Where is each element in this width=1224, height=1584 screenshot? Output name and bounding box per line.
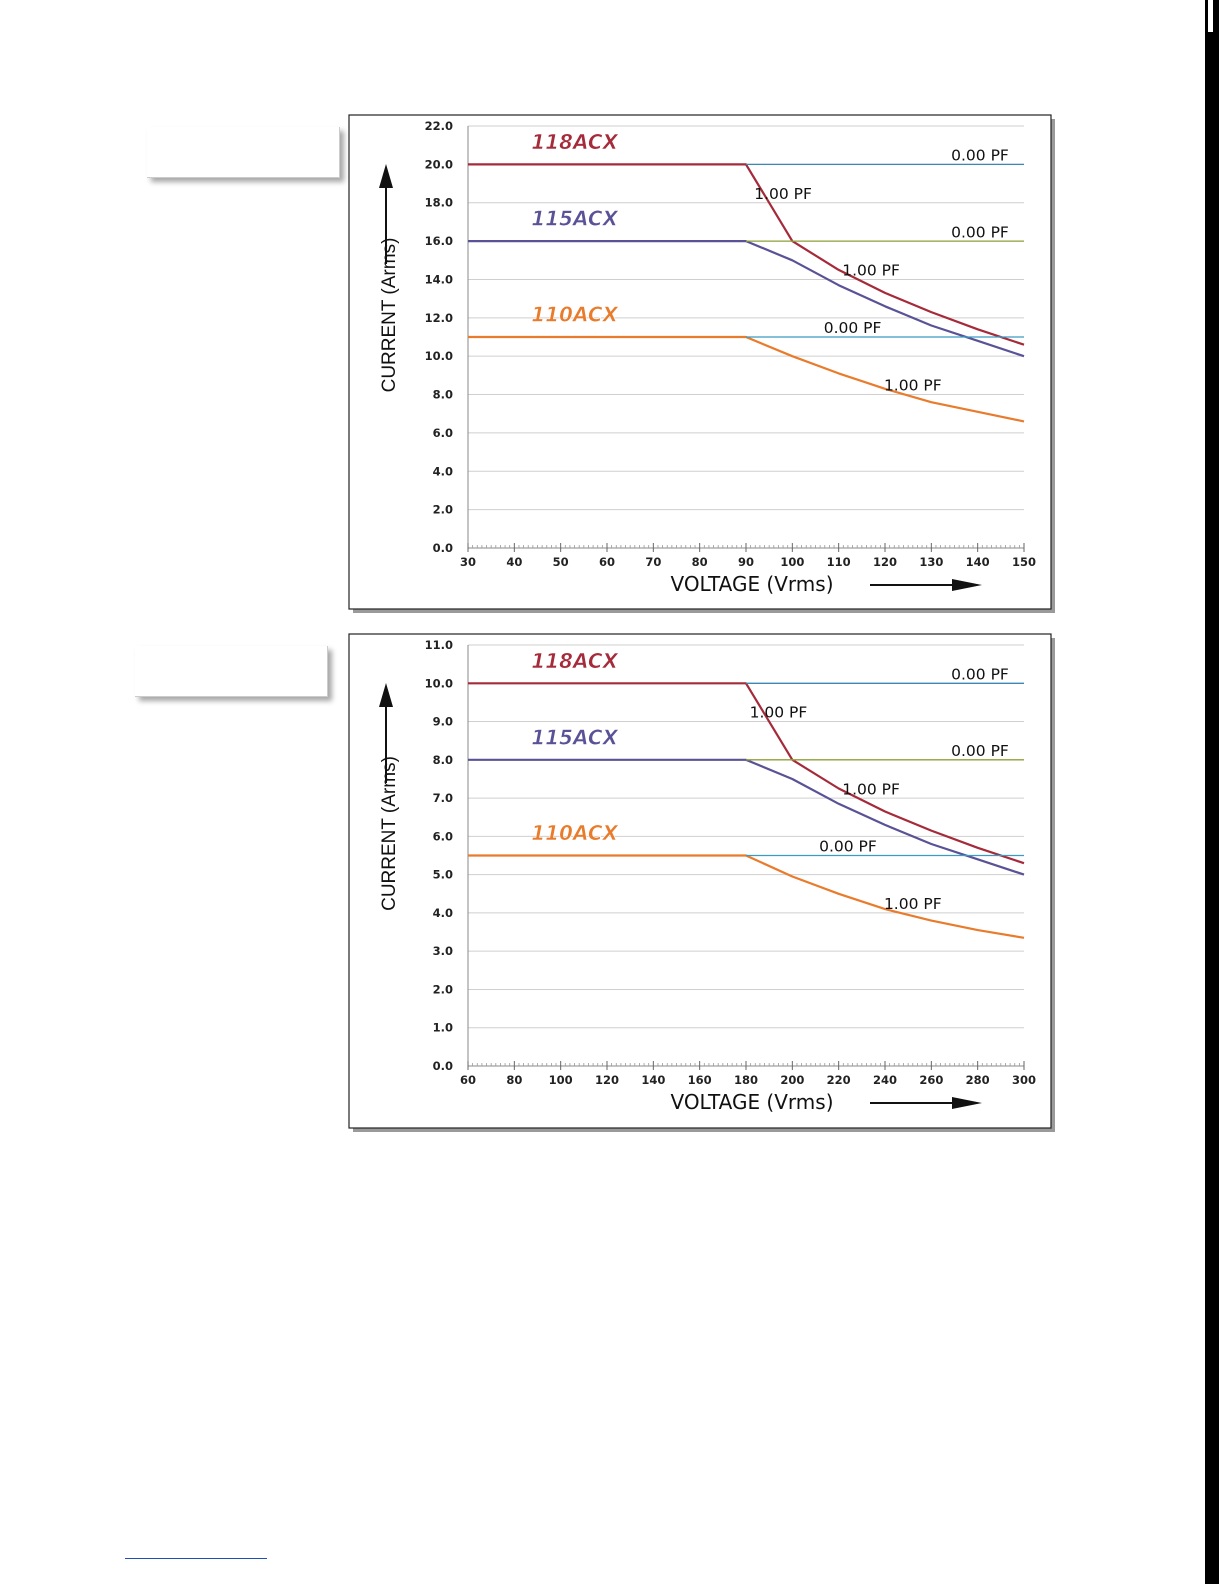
x-tick-label: 80 <box>692 555 708 569</box>
series-line-115ACX-pf1 <box>468 240 1025 358</box>
y-axis-title: CURRENT (Arms) <box>379 238 400 393</box>
y-tick-label: 0.0 <box>433 541 453 555</box>
x-tick-label: 200 <box>780 1073 804 1087</box>
x-tick-label: 260 <box>919 1073 943 1087</box>
x-tick-label: 110 <box>827 555 851 569</box>
y-tick-label: 14.0 <box>425 272 453 286</box>
pf-label: 0.00 PF <box>951 742 1009 760</box>
x-tick-label: 180 <box>734 1073 758 1087</box>
y-tick-label: 8.0 <box>433 753 453 767</box>
y-axis-title: CURRENT (Arms) <box>379 756 400 911</box>
chart-frame <box>348 633 1052 1129</box>
y-tick-label: 12.0 <box>425 311 453 325</box>
x-axis-title: VOLTAGE (Vrms) <box>670 572 833 596</box>
chart-2: 0.0 1.0 2.0 3.0 4.0 5.0 6.0 7.0 8.0 9.0 10.0 11.0 60… <box>348 633 1055 1132</box>
x-axis-arrow-icon <box>952 1097 982 1109</box>
x-tick-label: 50 <box>553 555 569 569</box>
y-tick-label: 3.0 <box>433 944 453 958</box>
x-tick-label: 150 <box>1012 555 1036 569</box>
pf-label: 1.00 PF <box>754 185 812 203</box>
y-tick-label: 6.0 <box>433 829 453 843</box>
x-tick-label: 60 <box>599 555 615 569</box>
y-tick-label: 9.0 <box>433 715 453 729</box>
side-label-box-1 <box>147 127 340 178</box>
pf-label: 1.00 PF <box>842 262 900 280</box>
x-tick-label: 220 <box>827 1073 851 1087</box>
x-tick-label: 300 <box>1012 1073 1036 1087</box>
series-label-115ACX: 115ACX <box>531 726 619 750</box>
x-tick-label: 60 <box>460 1073 476 1087</box>
y-tick-label: 0.0 <box>433 1059 453 1073</box>
pf-label: 1.00 PF <box>750 704 808 722</box>
x-axis-title: VOLTAGE (Vrms) <box>670 1090 833 1114</box>
series-line-118ACX-pf1 <box>468 163 1025 346</box>
pf-label: 1.00 PF <box>884 895 942 913</box>
x-tick-label: 90 <box>738 555 754 569</box>
x-tick-label: 40 <box>506 555 522 569</box>
pf-label: 0.00 PF <box>951 665 1009 683</box>
series-line-110ACX-pf1 <box>468 854 1025 939</box>
y-tick-label: 7.0 <box>433 791 453 805</box>
x-tick-label: 80 <box>506 1073 522 1087</box>
y-tick-label: 10.0 <box>425 349 453 363</box>
series-line-115ACX-pf1 <box>468 758 1025 876</box>
pf-label: 0.00 PF <box>824 319 882 337</box>
side-label-box-2 <box>135 646 328 697</box>
x-tick-label: 280 <box>966 1073 990 1087</box>
x-tick-label: 70 <box>645 555 661 569</box>
series-label-110ACX: 110ACX <box>531 303 619 327</box>
y-tick-label: 2.0 <box>433 503 453 517</box>
y-tick-label: 4.0 <box>433 464 453 478</box>
pf-label: 1.00 PF <box>842 780 900 798</box>
y-tick-label: 11.0 <box>425 638 453 652</box>
y-axis-arrow-icon <box>379 164 393 188</box>
x-tick-label: 30 <box>460 555 476 569</box>
series-label-118ACX: 118ACX <box>531 130 619 154</box>
y-tick-label: 2.0 <box>433 982 453 996</box>
y-tick-label: 22.0 <box>425 119 453 133</box>
x-tick-label: 240 <box>873 1073 897 1087</box>
y-axis-arrow-icon <box>379 683 393 707</box>
x-tick-label: 130 <box>919 555 943 569</box>
y-tick-label: 4.0 <box>433 906 453 920</box>
series-line-118ACX-pf1 <box>468 682 1025 865</box>
x-tick-label: 140 <box>966 555 990 569</box>
x-tick-label: 120 <box>595 1073 619 1087</box>
series-label-110ACX: 110ACX <box>531 821 619 845</box>
pf-label: 0.00 PF <box>951 147 1009 165</box>
pf-label: 0.00 PF <box>819 838 877 856</box>
y-tick-label: 8.0 <box>433 388 453 402</box>
page-edge-bar <box>1205 0 1219 1584</box>
series-label-118ACX: 118ACX <box>531 649 619 673</box>
y-tick-label: 6.0 <box>433 426 453 440</box>
footer-link-underline[interactable] <box>125 1558 267 1559</box>
y-tick-label: 1.0 <box>433 1021 453 1035</box>
x-tick-label: 100 <box>549 1073 573 1087</box>
page-edge-gap <box>1208 0 1213 32</box>
x-tick-label: 100 <box>780 555 804 569</box>
y-tick-label: 5.0 <box>433 868 453 882</box>
pf-label: 0.00 PF <box>951 223 1009 241</box>
y-tick-label: 20.0 <box>425 157 453 171</box>
y-tick-label: 10.0 <box>425 676 453 690</box>
x-tick-label: 160 <box>688 1073 712 1087</box>
series-label-115ACX: 115ACX <box>531 207 619 231</box>
y-tick-label: 16.0 <box>425 234 453 248</box>
chart-1: 0.0 2.0 4.0 6.0 8.0 10.0 12.0 14.0 16.0 18.0 20.0 2… <box>348 114 1055 613</box>
chart-frame <box>348 114 1052 610</box>
x-tick-label: 120 <box>873 555 897 569</box>
x-tick-label: 140 <box>641 1073 665 1087</box>
series-line-110ACX-pf1 <box>468 335 1025 423</box>
pf-label: 1.00 PF <box>884 377 942 395</box>
y-tick-label: 18.0 <box>425 196 453 210</box>
x-axis-arrow-icon <box>952 579 982 591</box>
